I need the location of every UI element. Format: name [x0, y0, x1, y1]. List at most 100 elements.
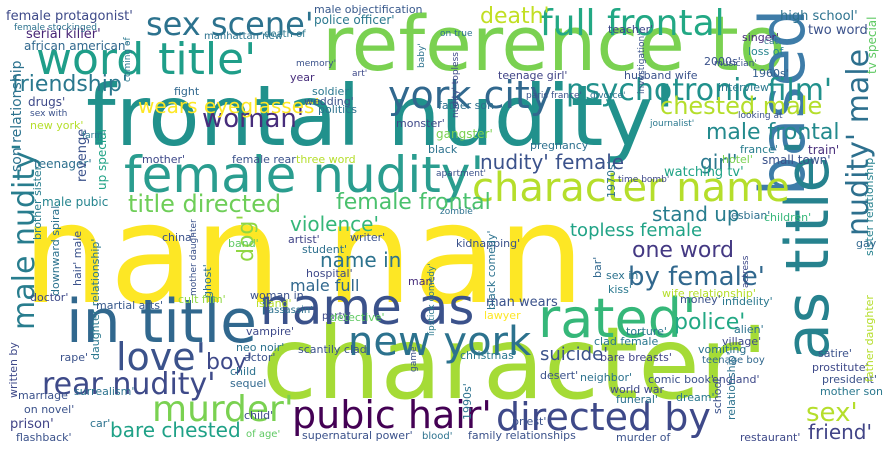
word: neo noir' [236, 341, 285, 354]
word: investigation' [637, 33, 647, 94]
word: on novel' [24, 403, 75, 416]
word: male objectification [314, 3, 423, 16]
word: reference to [322, 0, 786, 88]
word: male pubic [42, 195, 109, 209]
word: new york' [30, 119, 84, 132]
word: actor' [244, 351, 276, 364]
word: family relationships [468, 429, 576, 442]
word: christmas' [460, 349, 517, 362]
word: island' [256, 297, 292, 310]
word: bar' [591, 256, 604, 278]
word: male full [290, 276, 360, 295]
word: zombie' [440, 207, 476, 217]
word: two word [808, 23, 868, 38]
word: girl' [700, 150, 738, 174]
word: downward spiral [49, 205, 62, 296]
word: mother' [142, 153, 186, 166]
word: york city [388, 73, 553, 117]
word: black [428, 143, 458, 156]
word: on true [440, 29, 473, 39]
word: actress [741, 255, 751, 288]
word: man wears [486, 295, 558, 310]
word: suicide' [540, 344, 609, 365]
word: father daughter [863, 295, 876, 382]
word: comic book' [648, 373, 714, 386]
word: singer' [742, 31, 780, 44]
word: child' [244, 409, 274, 422]
word: manhattan new [204, 31, 283, 42]
word: soldier' [312, 85, 352, 98]
word: cat' [764, 37, 781, 47]
word: year [290, 71, 315, 84]
word: man' [408, 275, 436, 288]
word: game' [409, 343, 419, 372]
word: baby' [417, 43, 427, 68]
word: title directed [128, 190, 282, 218]
word: flashback' [16, 431, 72, 444]
word: death of [264, 29, 306, 40]
word: priest' [512, 415, 547, 428]
word: clad female [594, 335, 659, 348]
word: sex scene' [146, 5, 314, 43]
word: wedding' [304, 95, 354, 108]
word: violence' [290, 212, 379, 236]
word: brother sister [31, 165, 44, 240]
word: teenager' [34, 157, 92, 171]
word: son relationship [9, 60, 25, 172]
word: female nudity' [124, 146, 485, 204]
word: surrealism' [74, 385, 135, 398]
word: sex with [30, 109, 68, 119]
word: kidnapping' [456, 237, 521, 250]
word: father son [438, 99, 495, 112]
word: rear nudity' [42, 367, 216, 402]
word: train' [808, 143, 840, 157]
word: lawyer [484, 309, 521, 322]
word: teenage girl' [498, 69, 568, 82]
word: bare chested [110, 418, 241, 442]
word: hotel' [722, 153, 753, 166]
word: police' [674, 310, 746, 335]
word: 1970s' [605, 161, 618, 198]
word: mother son [820, 385, 883, 398]
word: woman' [202, 104, 305, 134]
word: china' [162, 231, 195, 244]
word: teacher' [608, 23, 654, 36]
word: relationship' [725, 352, 738, 420]
word: apartment' [436, 169, 486, 179]
word: of age' [246, 429, 281, 440]
word: three word [296, 153, 356, 166]
word: farm' [82, 131, 106, 141]
word: hair' male [71, 230, 84, 286]
word: gangster' [436, 127, 493, 141]
word: time bomb' [618, 175, 670, 185]
word: fight [174, 85, 200, 98]
word: sequel [230, 377, 267, 390]
word: lipstick comedy' [427, 263, 437, 336]
word: school [711, 378, 724, 414]
word: car' [90, 417, 111, 430]
word: by female' [628, 262, 765, 292]
word: doctor' [30, 291, 69, 304]
word: desert' [540, 369, 579, 382]
word: paris france' [526, 91, 583, 101]
word: drugs' [28, 95, 66, 109]
word: president' [822, 373, 877, 386]
word: cult film' [178, 293, 226, 306]
word: wears eyeglasses' [138, 94, 320, 118]
word: monster' [396, 117, 445, 130]
word: village' [722, 335, 762, 348]
word: 2000s' [704, 55, 741, 68]
word: name as [260, 278, 475, 336]
word: female protagonist' [6, 9, 133, 24]
word: rape' [60, 351, 89, 364]
word: full frontal [540, 3, 725, 44]
word: money' [680, 293, 721, 306]
word: bare breasts' [600, 351, 672, 364]
word: nudity' topless [451, 52, 461, 118]
word: vampire' [246, 325, 295, 338]
word: detective' [330, 311, 385, 324]
word: rated' [538, 287, 697, 350]
word: in title' [66, 287, 274, 357]
word: murder of [616, 431, 671, 444]
